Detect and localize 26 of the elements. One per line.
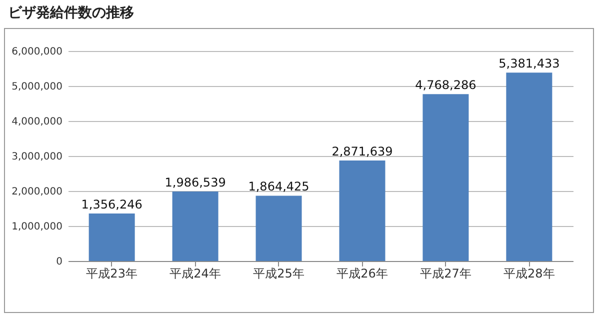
y-tick-label: 2,000,000: [12, 186, 62, 198]
x-tick-label: 平成26年: [336, 266, 388, 280]
data-label: 5,381,433: [498, 56, 560, 71]
data-label: 4,768,286: [415, 78, 476, 92]
y-tick-label: 1,000,000: [12, 222, 62, 232]
data-label: 1,864,425: [248, 180, 310, 194]
y-tick-label: 6,000,000: [12, 46, 62, 58]
bar: [88, 214, 135, 261]
y-tick-label: 5,000,000: [12, 82, 62, 92]
y-tick-label: 3,000,000: [12, 152, 62, 162]
bar: [422, 94, 469, 261]
data-label: 1,356,246: [81, 198, 142, 212]
data-label: 1,986,539: [164, 175, 226, 190]
x-tick-label: 平成27年: [420, 266, 472, 280]
bar: [339, 160, 386, 261]
data-label: 2,871,639: [332, 144, 393, 158]
x-tick-label: 平成28年: [504, 266, 555, 280]
x-tick-label: 平成23年: [86, 266, 138, 280]
chart-title: ビザ発給件数の推移: [8, 4, 134, 22]
x-tick-label: 平成25年: [253, 266, 304, 280]
bar: [256, 196, 302, 261]
y-tick-label: 0: [56, 256, 62, 268]
bar: [506, 72, 552, 261]
x-tick-label: 平成24年: [170, 266, 221, 280]
bar: [172, 191, 218, 261]
y-tick-label: 4,000,000: [12, 116, 62, 128]
